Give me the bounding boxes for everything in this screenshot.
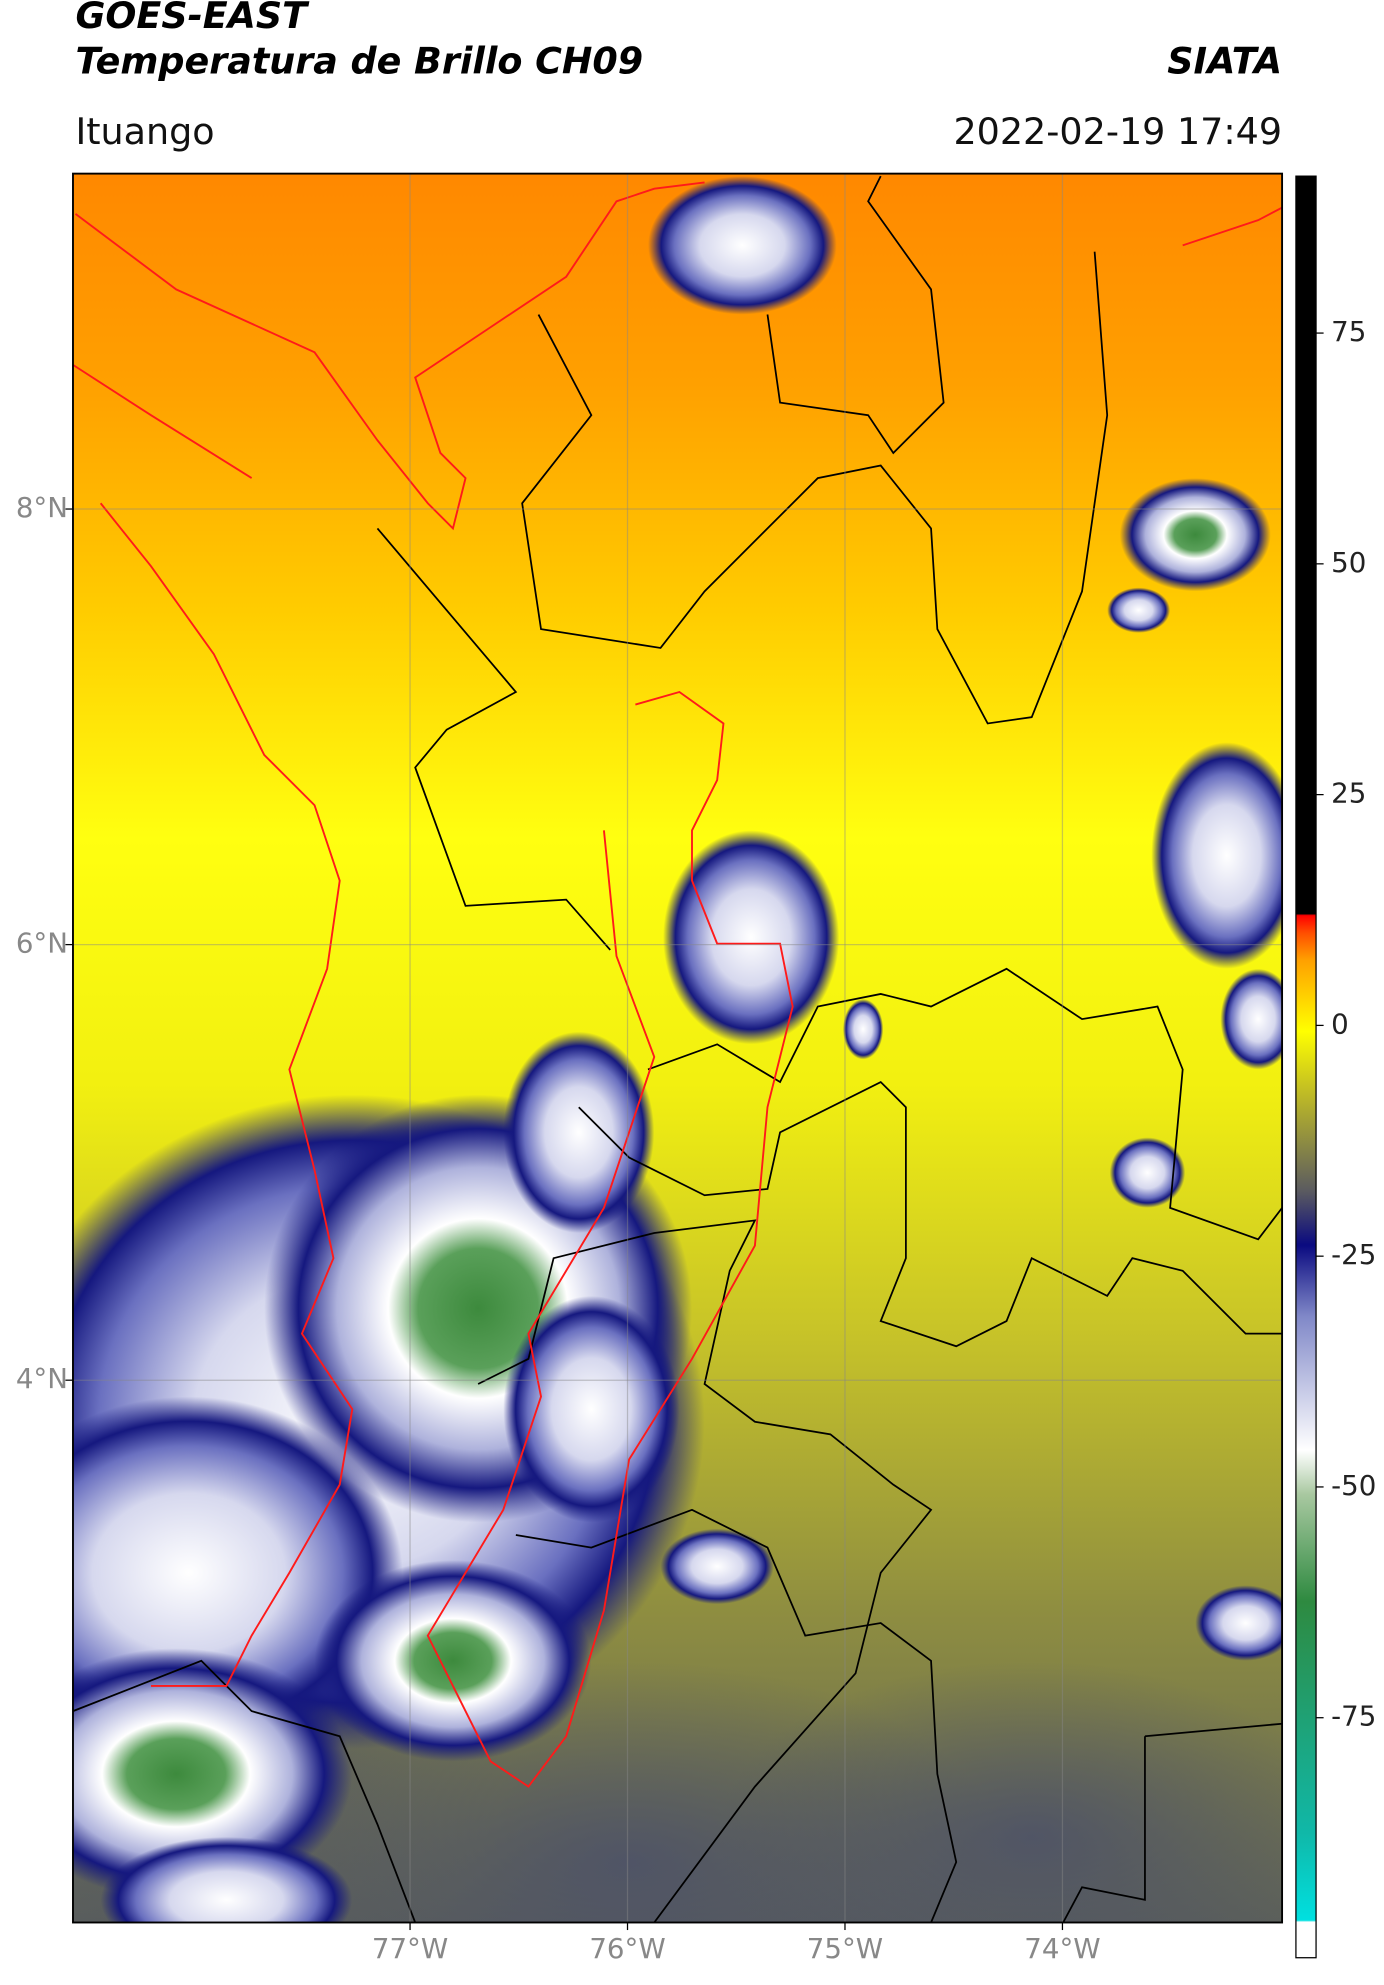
grid bbox=[72, 173, 1283, 1923]
y-tick-label: 8°N bbox=[16, 491, 68, 524]
organization: SIATA bbox=[1167, 39, 1282, 82]
datetime: 2022-02-19 17:49 bbox=[953, 110, 1282, 153]
colorbar-tick-label: 50 bbox=[1331, 546, 1366, 579]
colorbar-tick-label: 75 bbox=[1331, 315, 1366, 348]
colorbar-tick-label: -75 bbox=[1331, 1700, 1376, 1733]
x-tick-label: 74°W bbox=[1024, 1932, 1100, 1965]
colorbar-tick-label: -50 bbox=[1331, 1469, 1376, 1502]
map-frame bbox=[72, 172, 1284, 1924]
satellite-image bbox=[72, 173, 1283, 1923]
title: GOES-EAST bbox=[75, 0, 310, 37]
x-tick-label: 75°W bbox=[807, 1932, 883, 1965]
y-tick-label: 6°N bbox=[16, 927, 68, 960]
colorbar-tick-label: -25 bbox=[1331, 1238, 1376, 1271]
x-tick-label: 76°W bbox=[589, 1932, 665, 1965]
colorbar-tick-label: 0 bbox=[1331, 1007, 1349, 1040]
colorbar-tick-label: 25 bbox=[1331, 777, 1366, 810]
y-tick-label: 4°N bbox=[16, 1362, 68, 1395]
location: Ituango bbox=[75, 110, 214, 153]
subtitle: Temperatura de Brillo CH09 bbox=[75, 39, 643, 82]
colorbar bbox=[1295, 175, 1317, 1959]
x-tick-label: 77°W bbox=[372, 1932, 448, 1965]
